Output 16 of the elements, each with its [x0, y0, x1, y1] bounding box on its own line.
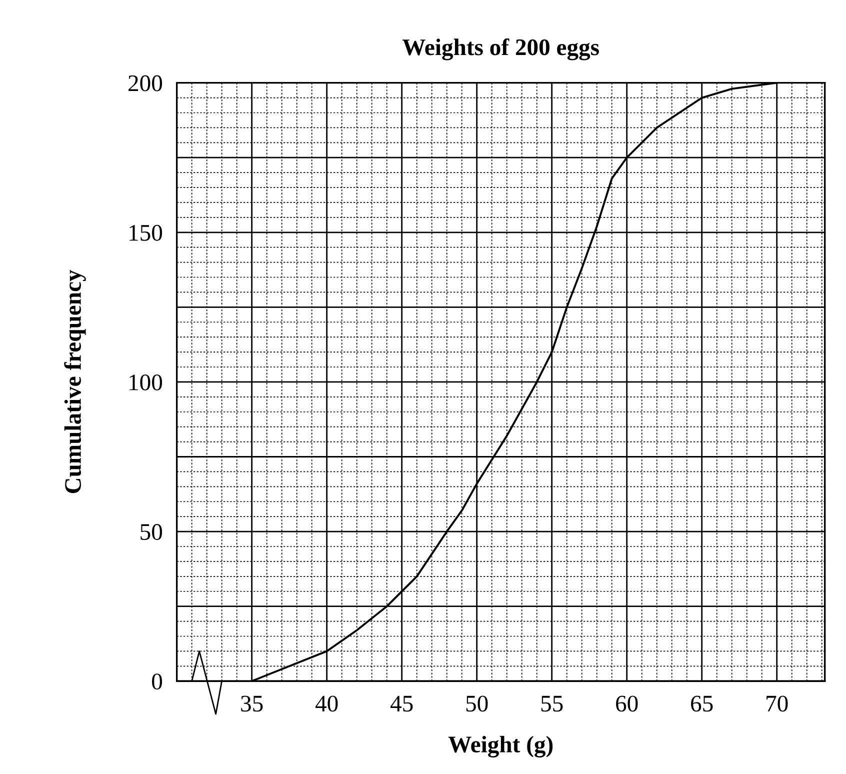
- x-tick-label: 45: [390, 696, 413, 712]
- x-tick-label: 55: [541, 696, 563, 712]
- y-tick-label: 200: [128, 75, 162, 92]
- x-tick-label: 40: [315, 696, 338, 712]
- x-tick-label: 50: [466, 696, 488, 712]
- x-tick-label: 65: [691, 696, 713, 712]
- x-tick-label: 60: [616, 696, 638, 712]
- y-tick-label: 150: [130, 224, 162, 241]
- x-tick-label: 35: [241, 696, 263, 712]
- y-tick-label: 0: [152, 674, 162, 690]
- x-axis-title: Weight (g): [448, 736, 553, 758]
- y-axis-title: Cumulative frequency: [64, 270, 86, 494]
- y-tick-label: 50: [140, 524, 162, 540]
- chart-title: Weights of 200 eggs: [402, 38, 599, 60]
- x-tick-label: 70: [766, 696, 788, 712]
- y-tick-label: 100: [130, 374, 162, 390]
